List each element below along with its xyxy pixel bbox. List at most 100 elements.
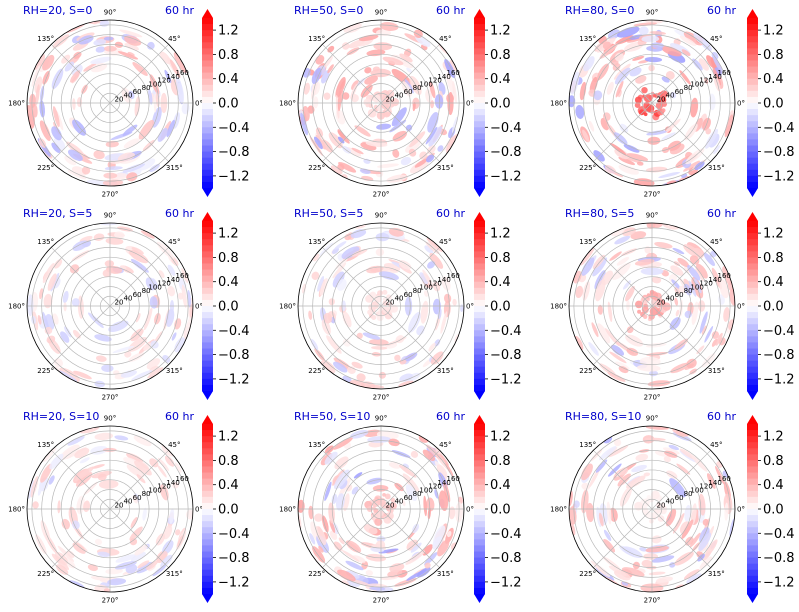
colorbar-extend-max (747, 415, 758, 424)
field-patch (415, 35, 431, 47)
field-patch (173, 52, 187, 74)
field-patch (343, 493, 350, 512)
field-patch (611, 344, 624, 356)
field-patch (52, 106, 60, 128)
radial-tick-label: 120 (699, 77, 712, 85)
polar-frame (568, 19, 736, 187)
field-patch (79, 457, 90, 464)
field-patch (724, 114, 733, 138)
colorbar-segment (747, 227, 758, 234)
field-patch (650, 31, 666, 35)
field-patch (428, 342, 436, 352)
colorbar-segment (474, 460, 485, 467)
field-patch (72, 520, 80, 530)
colorbar-segment (202, 287, 213, 295)
colorbar-segment (202, 378, 213, 386)
colorbar-segment (202, 336, 213, 343)
colorbar-segment (474, 336, 485, 343)
field-patch (606, 501, 612, 525)
field-patch (64, 326, 72, 338)
polar-frame (26, 425, 194, 593)
field-patch (634, 501, 643, 511)
colorbar-segment (202, 515, 213, 522)
field-patch (715, 332, 723, 346)
polar-frame (297, 425, 465, 593)
field-patch (117, 152, 135, 162)
field-patch (57, 545, 75, 562)
radial-tick-label: 20 (657, 95, 666, 103)
angular-tick-label: 315° (166, 367, 183, 375)
panel-5: 0°45°90°135°180°225°270°315°20 40 60 801001… (279, 207, 521, 402)
field-patch (388, 438, 400, 447)
colorbar-segment (202, 448, 213, 455)
colorbar-tick-label: −0.8 (218, 551, 250, 566)
field-patch (58, 367, 80, 382)
radial-tick-label: 20 (386, 501, 395, 509)
colorbar-segment (202, 581, 213, 589)
field-patch (387, 99, 395, 108)
field-patch (635, 453, 649, 462)
field-patch (698, 532, 712, 552)
field-patch (131, 247, 144, 255)
colorbar-segment (474, 18, 485, 25)
field-patch (664, 118, 681, 134)
colorbar-segment (202, 30, 213, 37)
field-patch (356, 373, 366, 382)
angular-tick-label: 135° (579, 35, 596, 43)
field-patch (129, 538, 138, 546)
field-patch (703, 252, 716, 267)
colorbar-segment (474, 127, 485, 134)
angular-tick-label: 270° (102, 191, 119, 199)
colorbar-segment (202, 239, 213, 246)
field-patch (313, 96, 319, 109)
colorbar-tick-label: 0.8 (490, 454, 511, 469)
colorbar-segment (202, 269, 213, 277)
angular-tick-label: 45° (168, 238, 180, 246)
field-patch (424, 562, 431, 569)
colorbar: 1.2 0.8 0.4 0.0 −0.4 −0.8 −1.2 (202, 212, 250, 400)
field-patch (104, 260, 115, 268)
field-patch (582, 129, 590, 143)
colorbar-segment (747, 545, 758, 552)
field-patch (694, 161, 705, 171)
angular-gridline (51, 102, 111, 162)
field-patch (311, 271, 320, 280)
field-patch (706, 55, 717, 69)
field-patch (594, 42, 604, 52)
field-patch (313, 555, 320, 563)
field-patch (689, 532, 701, 548)
field-patch (622, 546, 643, 559)
field-patch (412, 102, 416, 112)
colorbar-segment (747, 312, 758, 319)
field-patch (646, 511, 654, 519)
field-patch (308, 310, 313, 320)
field-patch (330, 165, 343, 175)
colorbar-segment (202, 575, 213, 583)
colorbar-segment (474, 233, 485, 240)
field-patch (122, 124, 138, 136)
radial-tick-label: 80 (684, 84, 693, 92)
field-patch (324, 451, 338, 465)
field-patch (616, 256, 630, 266)
field-patch (575, 285, 584, 299)
field-patch (114, 231, 125, 239)
angular-tick-label: 90° (375, 9, 387, 17)
colorbar-tick-label: 0.4 (218, 275, 239, 290)
panel-title: RH=50, S=5 (294, 207, 363, 220)
colorbar-segment (747, 575, 758, 583)
colorbar-segment (747, 466, 758, 473)
colorbar-segment (474, 533, 485, 540)
field-patch (713, 145, 721, 155)
field-patch (631, 464, 647, 473)
field-patch (337, 129, 346, 139)
angular-tick-label: 225° (308, 570, 325, 578)
field-patch (363, 158, 371, 164)
colorbar-segment (202, 324, 213, 331)
panel-9: 0°45°90°135°180°225°270°315°20 40 60 801001… (550, 410, 794, 605)
colorbar-segment (474, 109, 485, 116)
field-patch (390, 304, 399, 313)
colorbar-segment (747, 324, 758, 331)
field-patch (405, 550, 426, 565)
angular-tick-label: 180° (8, 100, 25, 108)
field-patch (367, 108, 377, 118)
